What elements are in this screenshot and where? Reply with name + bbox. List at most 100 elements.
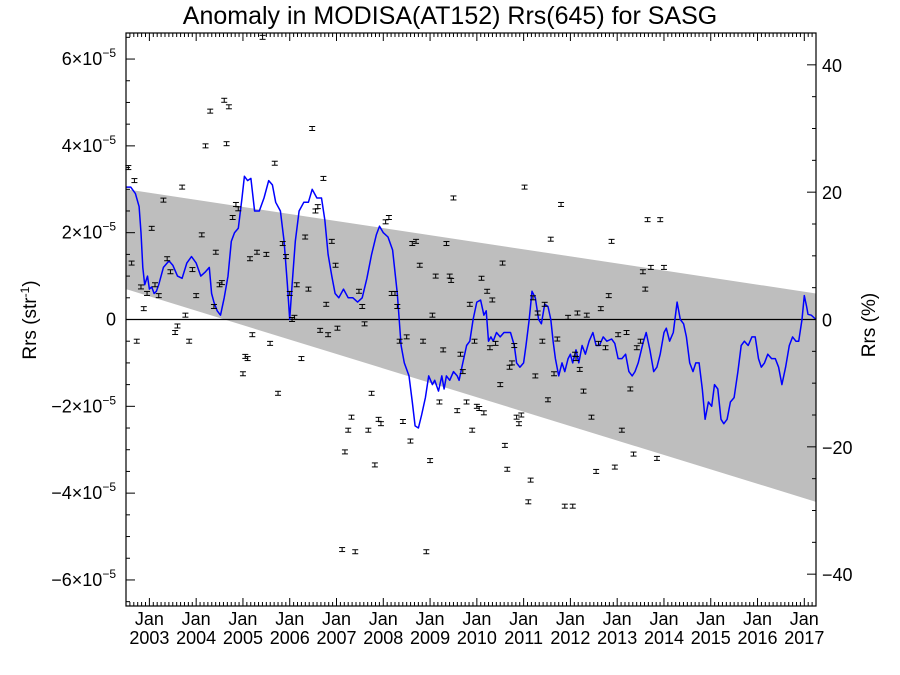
anomaly-point-56 (314, 204, 321, 210)
anomaly-point-122 (513, 414, 520, 420)
anomaly-point-104 (466, 301, 473, 307)
anomaly-point-158 (627, 386, 634, 392)
anomaly-point-98 (448, 277, 455, 283)
chart-title: Anomaly in MODISA(AT152) Rrs(645) for SA… (182, 2, 718, 30)
anomaly-point-80 (391, 290, 398, 296)
trend-envelope-band (126, 189, 816, 502)
y-axis-left-label: Rrs (str-1) (18, 280, 42, 359)
anomaly-series-line (126, 175, 817, 429)
anomaly-point-125 (521, 184, 528, 190)
anomaly-point-63 (334, 325, 341, 331)
x-tick-label-year: 2006 (270, 628, 310, 648)
anomaly-point-88 (416, 262, 423, 268)
x-tick-label-year: 2016 (738, 628, 778, 648)
anomaly-point-153 (608, 238, 615, 244)
anomaly-point-134 (547, 236, 554, 242)
anomaly-point-42 (267, 340, 274, 346)
anomaly-point-16 (182, 312, 189, 318)
anomaly-point-67 (348, 414, 355, 420)
x-tick-label-month: Jan (228, 609, 257, 629)
anomaly-point-82 (396, 338, 403, 344)
anomaly-point-89 (420, 338, 427, 344)
anomaly-point-7 (148, 225, 155, 231)
anomaly-point-109 (478, 275, 485, 281)
anomaly-point-90 (423, 549, 430, 555)
anomaly-point-100 (454, 408, 461, 414)
anomaly-point-65 (341, 449, 348, 455)
anomaly-point-11 (164, 256, 171, 262)
x-tick-label-month: Jan (462, 609, 491, 629)
anomaly-point-25 (212, 249, 219, 255)
trend-envelope (126, 189, 816, 502)
anomaly-point-138 (561, 503, 568, 509)
y-right-tick-label: 40 (822, 56, 842, 76)
anomaly-point-168 (660, 264, 667, 270)
anomaly-point-4 (137, 284, 144, 290)
anomaly-point-113 (489, 297, 496, 303)
anomaly-point-34 (239, 371, 246, 377)
anomaly-point-51 (298, 356, 305, 362)
anomaly-point-160 (633, 345, 640, 351)
x-tick-label-month: Jan (696, 609, 725, 629)
x-tick-label-year: 2004 (176, 628, 216, 648)
anomaly-point-17 (186, 338, 193, 344)
anomaly-point-87 (413, 238, 420, 244)
anomaly-point-130 (534, 310, 541, 316)
anomaly-point-103 (463, 399, 470, 405)
anomaly-point-15 (179, 184, 186, 190)
anomaly-point-135 (551, 371, 558, 377)
anomaly-point-147 (588, 414, 595, 420)
anomaly-point-5 (140, 306, 147, 312)
y-right-tick-label: −40 (822, 565, 853, 585)
anomaly-point-136 (554, 336, 561, 342)
anomaly-point-38 (249, 332, 256, 338)
anomaly-point-33 (235, 206, 242, 212)
anomaly-point-86 (409, 241, 416, 247)
anomaly-point-81 (394, 303, 401, 309)
anomaly-point-76 (377, 421, 384, 427)
anomaly-point-142 (573, 356, 580, 362)
anomaly-point-1 (131, 178, 138, 184)
y-right-tick-label: 0 (822, 311, 832, 331)
anomaly-point-127 (527, 477, 534, 483)
x-tick-label-month: Jan (603, 609, 632, 629)
y-axis-right-label: Rrs (%) (859, 292, 880, 358)
y-right-tick-label: −20 (822, 438, 853, 458)
anomaly-point-124 (518, 412, 525, 418)
anomaly-point-64 (339, 547, 346, 553)
anomaly-point-128 (529, 295, 536, 301)
anomaly-point-129 (532, 373, 539, 379)
anomaly-point-137 (558, 201, 565, 207)
anomaly-point-155 (615, 332, 622, 338)
anomaly-point-24 (210, 303, 217, 309)
anomaly-point-167 (657, 217, 664, 223)
anomaly-point-139 (565, 314, 572, 320)
anomaly-point-75 (375, 416, 382, 422)
anomaly-point-31 (229, 214, 236, 220)
x-tick-label-month: Jan (369, 609, 398, 629)
y-axis-left-label-close: ) (20, 280, 42, 287)
anomaly-point-47 (286, 290, 293, 296)
anomaly-point-146 (583, 312, 590, 318)
x-tick-label-month: Jan (416, 609, 445, 629)
anomaly-point-18 (189, 267, 196, 273)
anomaly-point-92 (429, 312, 436, 318)
anomaly-point-123 (515, 421, 522, 427)
anomaly-point-165 (647, 264, 654, 270)
anomaly-point-10 (160, 197, 167, 203)
anomaly-point-62 (332, 262, 339, 268)
anomaly-point-101 (457, 351, 464, 357)
y-left-tick-label: −6×10−5 (51, 567, 116, 590)
anomaly-point-9 (155, 293, 162, 299)
x-tick-label-month: Jan (556, 609, 585, 629)
anomaly-point-99 (450, 195, 457, 201)
anomaly-point-131 (539, 338, 546, 344)
axis-ticks: Jan2003Jan2004Jan2005Jan2006Jan2007Jan20… (51, 32, 853, 648)
anomaly-point-117 (501, 442, 508, 448)
anomaly-point-27 (218, 280, 225, 286)
x-tick-label-month: Jan (649, 609, 678, 629)
anomaly-point-6 (144, 290, 151, 296)
anomaly-point-110 (480, 410, 487, 416)
anomaly-point-114 (492, 340, 499, 346)
